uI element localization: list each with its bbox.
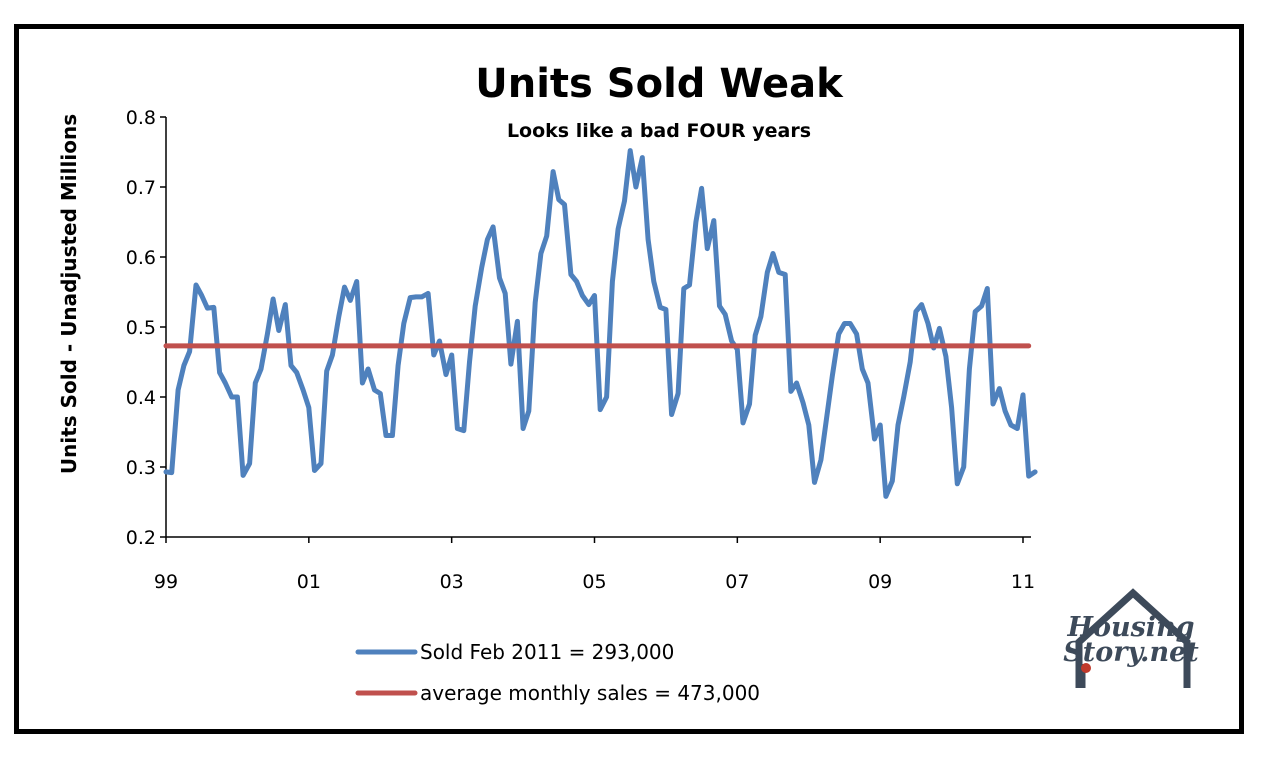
legend-item-sold: Sold Feb 2011 = 293,000: [355, 640, 674, 664]
house-outline-icon: [1075, 588, 1191, 688]
x-tick-label: 99: [154, 571, 178, 593]
y-tick-label: 0.3: [126, 457, 156, 479]
y-tick-label: 0.6: [126, 247, 156, 269]
logo-line2: Story.net: [1063, 637, 1199, 668]
series-group: [163, 148, 1038, 499]
chart-title: Units Sold Weak: [475, 61, 844, 107]
x-tick-label: 11: [1011, 571, 1035, 593]
y-axis-label: Units Sold - Unadjusted Millions: [57, 114, 81, 474]
y-tick-label: 0.8: [126, 107, 156, 129]
y-tick-label: 0.5: [126, 317, 156, 339]
series-line-sold: [163, 148, 1038, 499]
legend-label-average: average monthly sales = 473,000: [420, 681, 760, 705]
legend: Sold Feb 2011 = 293,000 average monthly …: [355, 640, 760, 705]
y-tick-label: 0.7: [126, 177, 156, 199]
x-tick-label: 09: [868, 571, 892, 593]
x-tick-label: 05: [582, 571, 606, 593]
chart-frame: [14, 24, 1244, 734]
y-ticks: 0.2 0.3 0.4 0.5 0.6 0.7 0.8: [126, 107, 166, 549]
mailbox-flag-icon: [1081, 663, 1091, 673]
x-tick-label: 07: [725, 571, 749, 593]
legend-label-sold: Sold Feb 2011 = 293,000: [420, 640, 674, 664]
x-ticks: 99 01 03 05 07 09 11: [154, 537, 1035, 593]
housingstory-logo: Housing Story.net: [1063, 588, 1199, 688]
chart-subtitle: Looks like a bad FOUR years: [507, 120, 811, 142]
y-tick-label: 0.2: [126, 527, 156, 549]
y-tick-label: 0.4: [126, 387, 156, 409]
legend-item-average: average monthly sales = 473,000: [355, 681, 760, 705]
logo-line1: Housing: [1066, 612, 1194, 643]
x-tick-label: 03: [440, 571, 464, 593]
x-tick-label: 01: [297, 571, 321, 593]
